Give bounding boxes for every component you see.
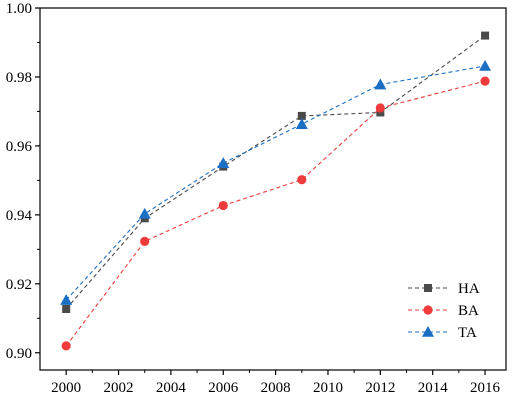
legend: HA BA TA — [408, 281, 480, 341]
legend-label: HA — [458, 281, 480, 297]
axis-layer: 2000 2002 2004 2006 2008 2010 2012 2014 2016 0.90… — [6, 1, 501, 396]
x-tick-label: 2016 — [470, 380, 501, 396]
data-point-ta — [479, 59, 492, 71]
legend-item-ta: TA — [408, 325, 477, 341]
series-layer — [60, 31, 492, 351]
data-point-ta — [60, 294, 73, 305]
series-ha — [62, 31, 490, 313]
series-line-ba — [65, 80, 486, 347]
legend-label: BA — [458, 303, 479, 319]
data-point-ha — [481, 31, 490, 40]
series-ba — [61, 76, 490, 351]
series-line-ta — [65, 65, 486, 301]
series-line-ha — [65, 35, 486, 310]
x-tick-label: 2010 — [313, 380, 343, 396]
data-point-ha — [297, 111, 306, 120]
y-tick-label: 0.92 — [6, 277, 32, 293]
data-point-ta — [374, 78, 387, 90]
x-tick-label: 2004 — [156, 380, 187, 396]
data-point-ta — [138, 207, 151, 219]
y-tick-label: 0.98 — [6, 70, 32, 86]
data-point-ba — [480, 76, 490, 86]
legend-marker-ta — [422, 326, 434, 337]
data-point-ba — [375, 103, 385, 113]
y-tick-label: 0.94 — [6, 208, 33, 224]
data-point-ba — [297, 175, 307, 185]
y-tick-label: 1.00 — [6, 1, 32, 17]
plot-frame — [39, 7, 507, 371]
data-point-ba — [140, 236, 150, 247]
legend-marker-ha — [424, 284, 432, 292]
data-point-ba — [218, 200, 228, 211]
x-tick-label: 2012 — [365, 380, 395, 396]
x-tick-label: 2008 — [261, 380, 291, 396]
x-tick-label: 2014 — [418, 380, 449, 396]
x-tick-label: 2002 — [104, 380, 134, 396]
legend-item-ha: HA — [408, 281, 480, 297]
data-point-ta — [217, 157, 230, 168]
y-tick-label: 0.90 — [6, 346, 32, 362]
series-ta — [60, 59, 492, 305]
y-tick-label: 0.96 — [6, 139, 33, 155]
legend-marker-ba — [423, 305, 433, 315]
x-tick-label: 2000 — [51, 380, 81, 396]
data-point-ba — [61, 341, 71, 351]
data-point-ta — [295, 118, 308, 129]
legend-item-ba: BA — [408, 303, 479, 319]
data-point-ha — [62, 304, 71, 313]
x-tick-label: 2006 — [208, 380, 239, 396]
legend-label: TA — [458, 325, 477, 341]
